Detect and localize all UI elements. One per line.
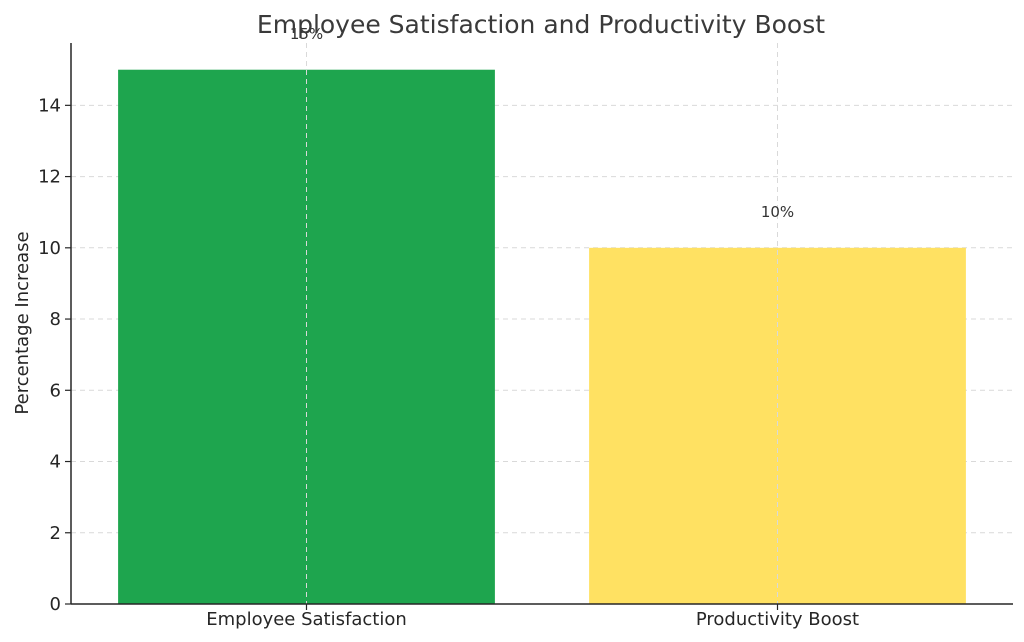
data-label: 10% (761, 203, 794, 221)
y-tick-label: 12 (38, 167, 61, 188)
bars-layer (118, 43, 966, 605)
y-axis-label: Percentage Increase (12, 231, 33, 414)
axes-layer (70, 43, 1013, 605)
x-category-label: Employee Satisfaction (206, 609, 407, 630)
y-tick-label: 4 (50, 452, 61, 473)
y-tick-label: 10 (38, 238, 61, 259)
data-labels: 15% 10% (290, 25, 794, 221)
y-ticks: 0 2 4 6 8 10 12 14 (38, 95, 71, 615)
x-category-labels: Employee Satisfaction Productivity Boost (206, 604, 859, 630)
y-tick-label: 14 (38, 95, 61, 116)
y-tick-label: 2 (50, 523, 61, 544)
y-tick-label: 8 (50, 309, 61, 330)
y-tick-label: 6 (50, 380, 61, 401)
x-category-label: Productivity Boost (696, 609, 859, 630)
chart-title: Employee Satisfaction and Productivity B… (257, 10, 825, 39)
y-tick-label: 0 (50, 594, 61, 615)
data-label: 15% (290, 25, 323, 43)
